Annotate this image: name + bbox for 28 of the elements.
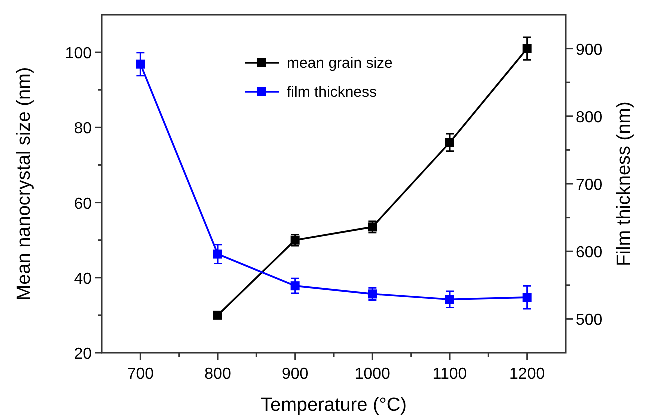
x-tick-label: 700 <box>127 366 154 383</box>
point <box>446 138 454 148</box>
x-tick-label: 1100 <box>432 366 468 383</box>
legend-label: film thickness <box>287 84 378 101</box>
y-tick-label: 100 <box>65 46 92 63</box>
x-axis-title: Temperature (°C) <box>261 395 407 416</box>
x-tick-label: 1000 <box>354 366 391 383</box>
point <box>522 293 532 302</box>
y2-tick-label: 800 <box>576 109 603 126</box>
y2-tick-label: 500 <box>576 312 603 330</box>
y2-axis-title: Film thickness (nm) <box>614 102 635 266</box>
point <box>290 282 300 291</box>
x-tick-label: 800 <box>204 366 232 383</box>
y2-tick-label: 600 <box>576 244 603 262</box>
y2-tick-label: 700 <box>576 177 603 194</box>
point <box>136 60 146 69</box>
y-tick-label: 20 <box>74 346 92 363</box>
point <box>214 250 222 259</box>
legend-label: mean grain size <box>287 55 393 72</box>
y-tick-label: 60 <box>74 196 92 213</box>
point <box>522 44 532 54</box>
y-tick-label: 40 <box>74 270 92 288</box>
x-tick-label: 900 <box>282 366 309 383</box>
y2-tick-label: 900 <box>576 42 603 59</box>
y-tick-label: 80 <box>74 120 92 138</box>
y-axis-title: Mean nanocrystal size (nm) <box>14 67 35 301</box>
x-tick-label: 1200 <box>510 366 546 383</box>
point <box>446 295 454 304</box>
